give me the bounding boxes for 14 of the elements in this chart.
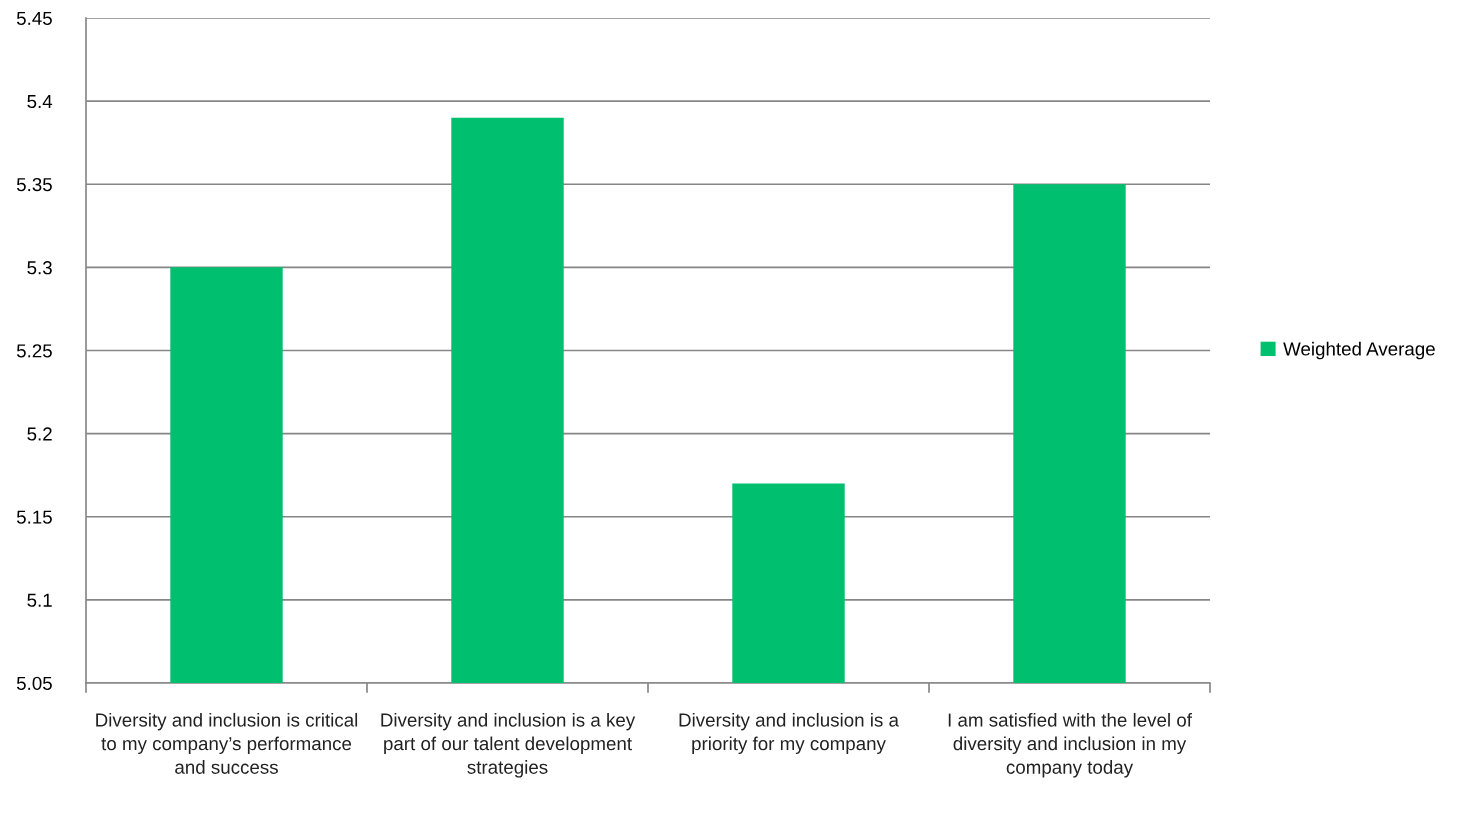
- x-tick-label: I am satisfied with the level of diversity and inclusion in my company today: [948, 712, 1192, 778]
- y-tick-label: 5.25: [16, 344, 52, 358]
- y-tick-label: 5.4: [27, 95, 53, 109]
- y-tick-label: 5.05: [16, 676, 52, 690]
- legend-label: Weighted Average: [1283, 341, 1435, 360]
- x-tick-label: Diversity and inclusion is critical to my company’s performance and success: [96, 712, 358, 774]
- y-tick-label: 5.45: [16, 11, 52, 25]
- y-tick-label: 5.2: [27, 427, 52, 441]
- y-tick-label: 5.3: [27, 261, 52, 275]
- y-tick-label: 5.1: [27, 593, 52, 607]
- x-tick-label: Diversity and inclusion is a key part of our talent development strategies: [381, 712, 636, 778]
- y-tick-label: 5.35: [16, 177, 52, 192]
- x-tick-label: Diversity and inclusion is a priority for my company: [679, 712, 899, 754]
- y-tick-label: 5.15: [16, 510, 52, 524]
